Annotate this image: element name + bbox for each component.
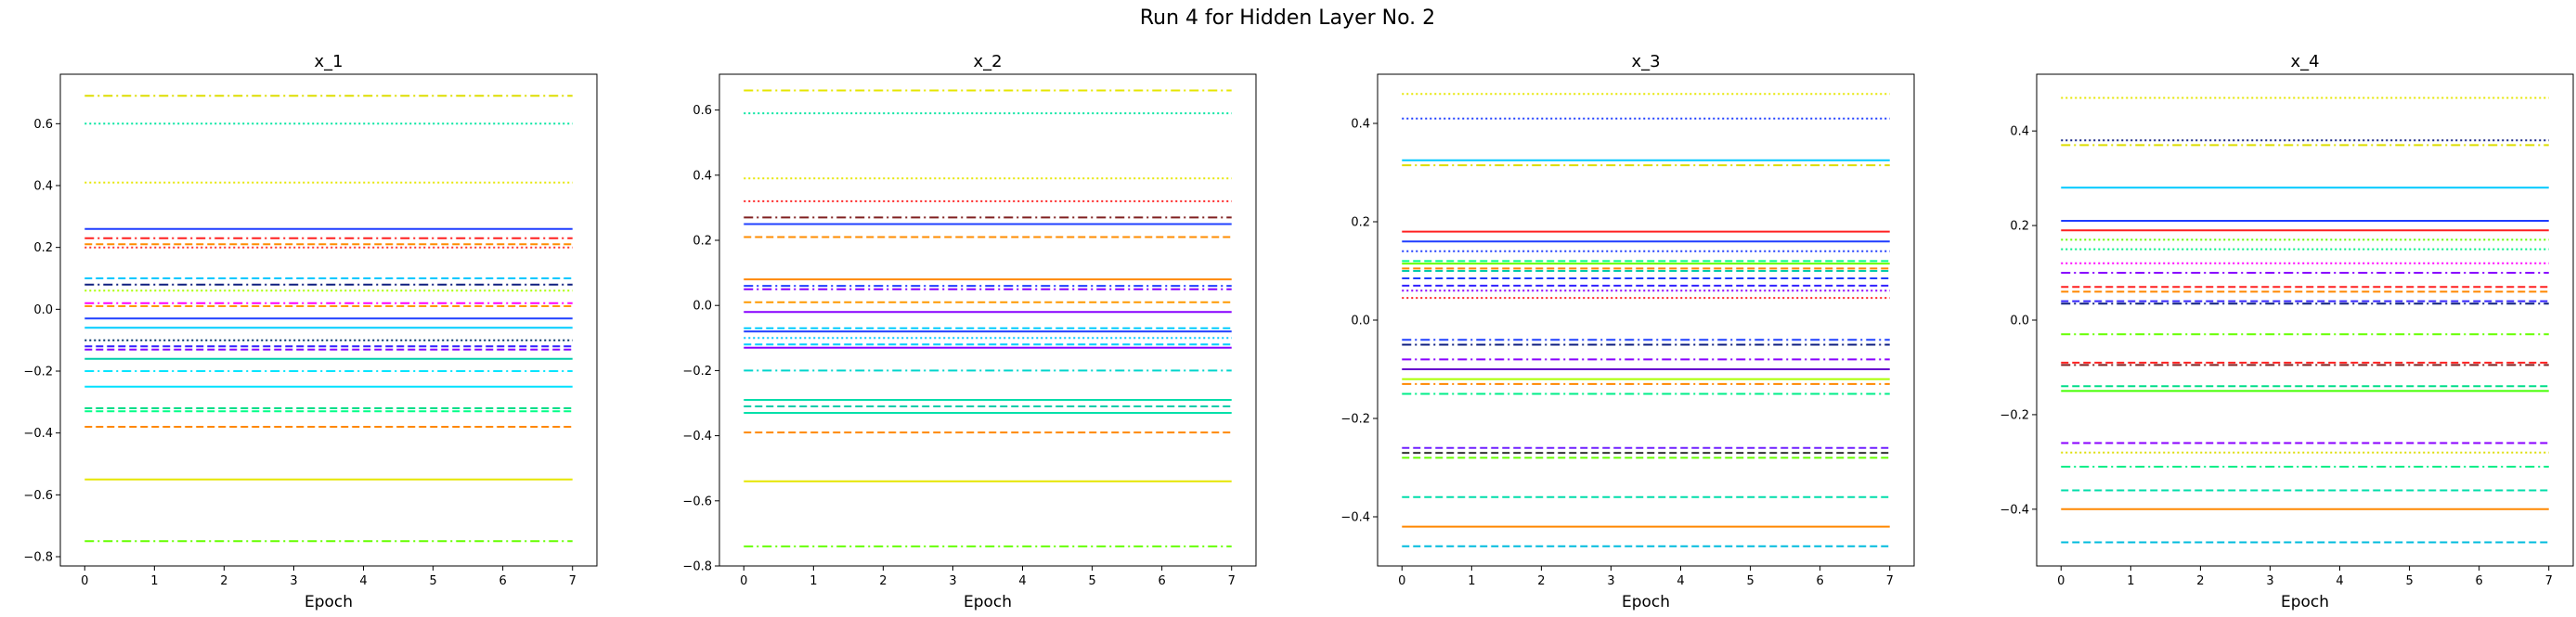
subplot-title: x_1 <box>314 52 343 71</box>
y-tick-label: −0.8 <box>23 551 53 565</box>
x-tick-label: 1 <box>2127 574 2134 588</box>
x-tick-label: 2 <box>2196 574 2204 588</box>
x-tick-label: 7 <box>2545 574 2553 588</box>
x-tick-label: 5 <box>1746 574 1754 588</box>
subplot-3: x_3 0 1 2 3 4 5 6 7 −0.4 −0.2 0.0 0.2 0.4 Epoch <box>1340 52 1915 611</box>
x-tick-label: 4 <box>1018 574 1026 588</box>
x-tick-label: 6 <box>499 574 507 588</box>
plot-frame <box>59 73 598 567</box>
subplot-2: x_2 0 1 2 3 4 5 6 7 −0.8 −0.6 −0.4 −0.2 0.0 0.2 0.4 0.6 E… <box>682 52 1257 611</box>
x-tick-label: 4 <box>1676 574 1684 588</box>
y-tick-label: 0.2 <box>693 235 712 249</box>
subplots-container: x_1 0 1 2 3 4 5 6 7 −0.8 −0.6 −0.4 −0.2 0.0 0.2 0.4 0.6 E… <box>23 52 2574 611</box>
y-tick-label: −0.4 <box>23 427 53 441</box>
x-tick-label: 5 <box>2405 574 2413 588</box>
plot-frame <box>1377 73 1915 567</box>
subplot-title: x_4 <box>2290 52 2319 71</box>
x-tick-label: 5 <box>1088 574 1095 588</box>
y-tick-label: 0.4 <box>1351 118 1370 132</box>
x-tick-label: 3 <box>949 574 956 588</box>
x-tick-label: 1 <box>1468 574 1475 588</box>
subplot-1: x_1 0 1 2 3 4 5 6 7 −0.8 −0.6 −0.4 −0.2 0.0 0.2 0.4 0.6 E… <box>23 52 598 611</box>
y-tick-label: 0.2 <box>33 241 53 255</box>
x-axis-label: Epoch <box>964 593 1012 611</box>
y-tick-label: −0.2 <box>2000 408 2029 422</box>
y-tick-label: 0.0 <box>693 300 712 314</box>
x-tick-label: 7 <box>1228 574 1236 588</box>
y-tick-label: −0.4 <box>2000 503 2029 517</box>
x-tick-label: 2 <box>220 574 227 588</box>
y-tick-label: −0.2 <box>1340 413 1370 427</box>
plot-frame <box>718 73 1257 567</box>
x-axis-label: Epoch <box>1622 593 1670 611</box>
subplot-title: x_3 <box>1631 52 1660 71</box>
x-tick-label: 4 <box>2336 574 2343 588</box>
y-tick-label: 0.0 <box>1351 315 1370 328</box>
x-tick-label: 6 <box>1159 574 1166 588</box>
y-tick-label: −0.6 <box>682 495 712 508</box>
x-tick-label: 6 <box>1817 574 1824 588</box>
y-tick-label: −0.2 <box>682 365 712 379</box>
y-tick-label: 0.4 <box>693 169 712 183</box>
y-tick-label: −0.8 <box>682 560 712 574</box>
x-tick-label: 0 <box>1398 574 1405 588</box>
x-tick-label: 1 <box>150 574 158 588</box>
subplot-4: x_4 0 1 2 3 4 5 6 7 −0.4 −0.2 0.0 0.2 0.4 Epoch <box>2000 52 2574 611</box>
x-tick-label: 0 <box>81 574 88 588</box>
y-tick-label: 0.6 <box>33 118 53 132</box>
subplot-title: x_2 <box>973 52 1002 71</box>
x-tick-label: 3 <box>290 574 297 588</box>
y-tick-label: −0.4 <box>1340 511 1370 525</box>
y-tick-label: 0.4 <box>33 180 53 194</box>
x-tick-label: 3 <box>1607 574 1614 588</box>
y-tick-label: 0.2 <box>1351 216 1370 230</box>
y-tick-label: −0.6 <box>23 489 53 503</box>
x-tick-label: 4 <box>359 574 367 588</box>
plot-frame <box>2036 73 2574 567</box>
x-tick-label: 2 <box>879 574 887 588</box>
y-tick-label: 0.2 <box>2010 220 2029 234</box>
x-tick-label: 1 <box>809 574 817 588</box>
x-tick-label: 3 <box>2266 574 2273 588</box>
x-tick-label: 7 <box>569 574 576 588</box>
x-axis-label: Epoch <box>2281 593 2329 611</box>
x-axis-label: Epoch <box>304 593 353 611</box>
x-tick-label: 0 <box>740 574 747 588</box>
y-tick-label: 0.6 <box>693 104 712 118</box>
x-tick-label: 5 <box>429 574 436 588</box>
y-tick-label: 0.0 <box>33 303 53 317</box>
y-tick-label: 0.4 <box>2010 125 2029 139</box>
x-tick-label: 0 <box>2057 574 2065 588</box>
figure-title: Run 4 for Hidden Layer No. 2 <box>1140 6 1435 30</box>
y-tick-label: 0.0 <box>2010 315 2029 328</box>
y-tick-label: −0.4 <box>682 430 712 443</box>
x-tick-label: 2 <box>1537 574 1545 588</box>
x-tick-label: 7 <box>1886 574 1894 588</box>
x-tick-label: 6 <box>2476 574 2483 588</box>
y-tick-label: −0.2 <box>23 366 53 379</box>
